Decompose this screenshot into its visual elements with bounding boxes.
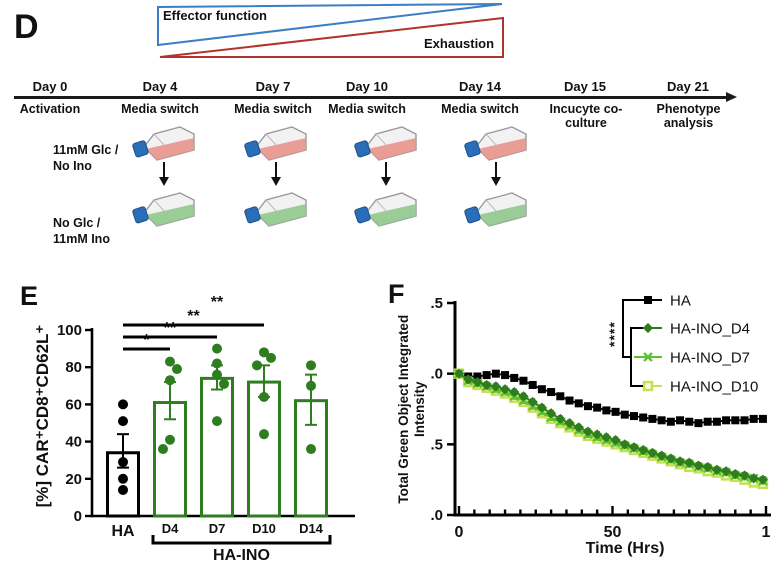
culture-flask-green bbox=[354, 192, 417, 227]
svg-text:D14: D14 bbox=[299, 521, 324, 536]
timeline-event-media-switch-2: Media switch bbox=[234, 102, 312, 116]
svg-text:40: 40 bbox=[65, 434, 82, 451]
svg-text:100: 100 bbox=[57, 322, 82, 339]
svg-text:**: ** bbox=[211, 294, 224, 311]
flask-cap bbox=[464, 206, 481, 224]
svg-text:1.0: 1.0 bbox=[430, 366, 443, 383]
timeline-day-4: Day 4 bbox=[142, 79, 178, 94]
exhaustion-label: Exhaustion bbox=[424, 36, 495, 51]
svg-text:0: 0 bbox=[455, 524, 464, 541]
svg-text:80: 80 bbox=[65, 359, 82, 376]
timeline-event-media-switch-1: Media switch bbox=[121, 102, 199, 116]
effector-function-label: Effector function bbox=[163, 8, 267, 23]
flask-cap bbox=[354, 140, 371, 158]
panel-e-label: E bbox=[20, 281, 39, 311]
legend-label: HA bbox=[670, 293, 691, 310]
flask-cap bbox=[464, 140, 481, 158]
timeline-axis bbox=[14, 96, 728, 99]
flask-cap bbox=[354, 206, 371, 224]
culture-flask-red bbox=[354, 126, 417, 161]
svg-text:60: 60 bbox=[65, 396, 82, 413]
svg-text:D10: D10 bbox=[252, 521, 276, 536]
timeline-day-7: Day 7 bbox=[255, 79, 291, 94]
svg-text:0.0: 0.0 bbox=[430, 507, 443, 524]
svg-text:HA: HA bbox=[111, 523, 135, 540]
line-chart-green-intensity: 0.0 0.5 1.0 1.5 0 50 1 HA HA-INO_D4 HA-INO_D7 HA-I… bbox=[430, 293, 771, 541]
svg-text:20: 20 bbox=[65, 471, 82, 488]
timeline-event-media-switch-3: Media switch bbox=[328, 102, 406, 116]
timeline-event-incucyte: Incucyte co-culture bbox=[549, 102, 623, 131]
timeline-day-15: Day 15 bbox=[564, 79, 606, 94]
timeline-event-activation: Activation bbox=[19, 102, 81, 116]
timeline-day-14: Day 14 bbox=[459, 79, 501, 94]
condition-inosine-label: No Glc / 11mM Ino bbox=[53, 216, 110, 246]
flask-liquid bbox=[368, 138, 416, 160]
line-chart-y-axis-label: Total Green Object Integrated Intensity bbox=[395, 314, 427, 504]
panel-d-label: D bbox=[14, 8, 39, 46]
svg-text:**: ** bbox=[187, 308, 200, 325]
svg-text:**: ** bbox=[164, 320, 177, 337]
panel-f-label: F bbox=[388, 279, 405, 309]
svg-text:0: 0 bbox=[74, 508, 82, 525]
svg-text:HA-INO: HA-INO bbox=[213, 547, 270, 564]
media-switch-arrow-icon bbox=[158, 162, 171, 186]
svg-text:1: 1 bbox=[762, 524, 771, 541]
flask-liquid bbox=[146, 204, 194, 226]
flask-liquid bbox=[478, 204, 526, 226]
exhaustion-wedge bbox=[159, 16, 504, 58]
media-switch-arrow-icon bbox=[270, 162, 283, 186]
legend-label: HA-INO_D10 bbox=[670, 379, 758, 396]
flask-liquid bbox=[368, 204, 416, 226]
svg-text:50: 50 bbox=[604, 524, 622, 541]
flask-liquid bbox=[258, 138, 306, 160]
timeline-event-media-switch-4: Media switch bbox=[441, 102, 519, 116]
timeline-day-10: Day 10 bbox=[346, 79, 388, 94]
culture-flask-green bbox=[464, 192, 527, 227]
culture-flask-green bbox=[244, 192, 307, 227]
flask-cap bbox=[244, 140, 261, 158]
svg-text:D7: D7 bbox=[209, 521, 226, 536]
media-switch-arrow-icon bbox=[490, 162, 503, 186]
timeline-arrowhead-icon bbox=[726, 92, 737, 102]
flask-liquid bbox=[146, 138, 194, 160]
flask-liquid bbox=[258, 204, 306, 226]
legend-label: HA-INO_D7 bbox=[670, 350, 750, 367]
culture-flask-green bbox=[132, 192, 195, 227]
effector-wedge bbox=[157, 3, 503, 47]
culture-flask-red bbox=[132, 126, 195, 161]
effector-exhaustion-wedges bbox=[157, 3, 504, 58]
flask-cap bbox=[132, 206, 149, 224]
flask-liquid bbox=[478, 138, 526, 160]
svg-text:D4: D4 bbox=[162, 521, 179, 536]
timeline-event-phenotype: Phenotype analysis bbox=[656, 102, 721, 131]
flask-cap bbox=[132, 140, 149, 158]
culture-flask-red bbox=[464, 126, 527, 161]
svg-text:0.5: 0.5 bbox=[430, 436, 443, 453]
culture-flask-red bbox=[244, 126, 307, 161]
line-chart-x-axis-label: Time (Hrs) bbox=[585, 540, 665, 557]
svg-text:1.5: 1.5 bbox=[430, 295, 443, 312]
condition-glucose-label: 11mM Glc / No Ino bbox=[53, 143, 119, 173]
timeline-day-21: Day 21 bbox=[667, 79, 709, 94]
svg-text:*: * bbox=[143, 332, 150, 349]
flask-cap bbox=[244, 206, 261, 224]
timeline-day-0: Day 0 bbox=[32, 79, 68, 94]
media-switch-arrow-icon bbox=[380, 162, 393, 186]
legend-label: HA-INO_D4 bbox=[670, 321, 750, 338]
significance-stars: **** bbox=[606, 321, 622, 347]
